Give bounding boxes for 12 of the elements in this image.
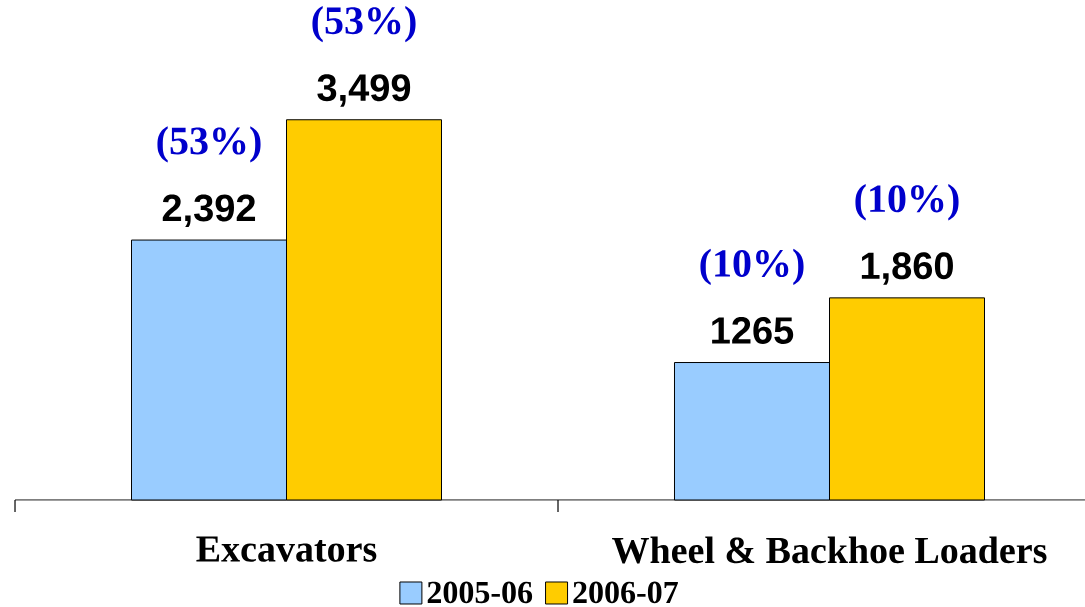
data-label: 1265 [712,316,794,344]
data-label: 2,392 [162,194,256,227]
data-label: 1,860 [861,252,953,285]
legend-label: 2005-06 [427,581,533,604]
annotation: (10%) [700,248,804,286]
annotation: (53%) [157,126,261,163]
x-tick-label: Wheel & Backhoe Loaders [612,536,1047,564]
annotation: (10%) [855,184,959,221]
legend-label: 2006-07 [573,581,678,604]
data-label: 3,499 [317,74,411,107]
annotation: (53%) [312,6,416,43]
x-tick-label: Excavators [196,536,377,562]
